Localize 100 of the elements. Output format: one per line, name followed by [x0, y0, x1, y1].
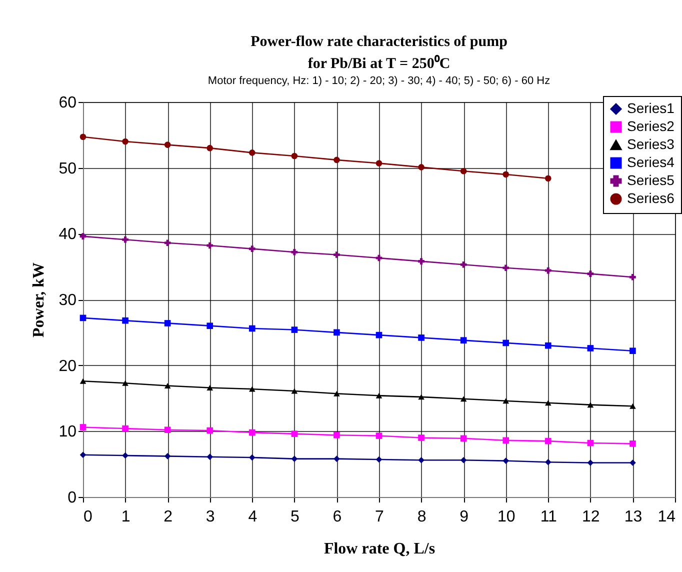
point: [630, 348, 636, 354]
point: [502, 398, 510, 404]
point: [122, 138, 128, 145]
point: [587, 402, 594, 408]
point: [122, 236, 128, 243]
y-tick-label: 60: [58, 94, 77, 112]
point: [80, 134, 86, 140]
legend-label: Series6: [627, 190, 675, 206]
point: [544, 267, 552, 274]
point: [630, 403, 636, 409]
point: [376, 432, 382, 439]
point: [248, 386, 256, 392]
legend-label: Series4: [627, 154, 675, 170]
x-tick-label: 1: [121, 508, 130, 526]
point: [630, 274, 636, 280]
point: [418, 394, 424, 400]
x-tick-label: 0: [84, 508, 92, 526]
point: [544, 458, 552, 466]
point: [291, 430, 298, 437]
point: [248, 429, 256, 436]
y-tick-label: 20: [58, 358, 77, 375]
point: [502, 171, 510, 178]
x-tick-label: 11: [540, 508, 558, 526]
point: [630, 440, 636, 447]
point: [291, 248, 298, 256]
point: [206, 427, 214, 434]
y-tick-label: 0: [68, 490, 77, 506]
point: [206, 454, 214, 460]
point: [460, 456, 467, 464]
point: [122, 452, 128, 459]
legend-label: Series5: [627, 172, 675, 188]
point: [376, 160, 382, 166]
point: [502, 458, 510, 464]
x-tick-label: 2: [164, 508, 173, 526]
x-tick-label: 10: [497, 508, 516, 526]
point: [587, 345, 594, 352]
point: [291, 326, 298, 333]
legend-label: Series2: [627, 118, 675, 134]
point: [460, 261, 467, 268]
point: [334, 156, 340, 164]
y-tick-label: 50: [58, 160, 77, 178]
point: [164, 142, 171, 148]
point: [460, 168, 467, 174]
y-axis-title: Power, kW: [30, 262, 48, 338]
point: [460, 396, 467, 402]
point: [418, 456, 424, 464]
point: [206, 322, 214, 329]
point: [291, 456, 298, 462]
point: [502, 437, 510, 444]
point: [291, 388, 298, 394]
point: [460, 435, 467, 442]
point: [206, 144, 214, 152]
x-tick-label: 12: [582, 508, 600, 526]
x-tick-label: 9: [460, 508, 469, 526]
point: [544, 342, 552, 349]
y-tick-label: 10: [58, 424, 77, 441]
point: [334, 252, 340, 258]
y-tick-label: 40: [58, 226, 77, 244]
point: [248, 454, 256, 461]
x-tick-label: 13: [624, 508, 642, 526]
point: [80, 314, 86, 322]
legend-label: Series1: [627, 100, 675, 116]
point: [587, 440, 594, 446]
x-tick-label: 4: [248, 508, 258, 526]
point: [376, 456, 382, 463]
point: [248, 246, 256, 252]
point: [122, 317, 128, 324]
point: [544, 400, 552, 406]
point: [80, 378, 86, 384]
x-tick-label: 8: [417, 508, 426, 526]
point: [630, 460, 636, 466]
point: [460, 337, 467, 344]
point: [502, 264, 510, 272]
point: [164, 453, 171, 460]
point: [376, 254, 382, 262]
x-tick-label: 7: [375, 508, 384, 526]
point: [376, 392, 382, 398]
point: [502, 340, 510, 346]
point: [418, 334, 424, 341]
x-tick-label: 14: [658, 508, 676, 526]
point: [334, 390, 340, 396]
y-tick-label: 30: [58, 292, 77, 309]
point: [164, 320, 171, 326]
point: [587, 270, 594, 277]
point: [587, 460, 594, 466]
legend-label: Series3: [627, 136, 675, 152]
x-axis-title: Flow rate Q, L/s: [324, 540, 436, 558]
point: [376, 332, 382, 338]
x-tick-label: 3: [206, 508, 215, 526]
point: [544, 438, 552, 444]
point: [164, 240, 171, 246]
point: [544, 175, 552, 182]
point: [80, 452, 86, 458]
point: [122, 425, 128, 432]
point: [164, 383, 171, 388]
point: [164, 426, 171, 434]
point: [248, 150, 256, 156]
point: [122, 380, 128, 386]
point: [418, 258, 424, 264]
chart-subtitle: Motor frequency, Hz: 1) - 10; 2) - 20; 3) - 30; 4) - 40; 5) - 50; 6) - 60 Hz: [208, 75, 550, 87]
